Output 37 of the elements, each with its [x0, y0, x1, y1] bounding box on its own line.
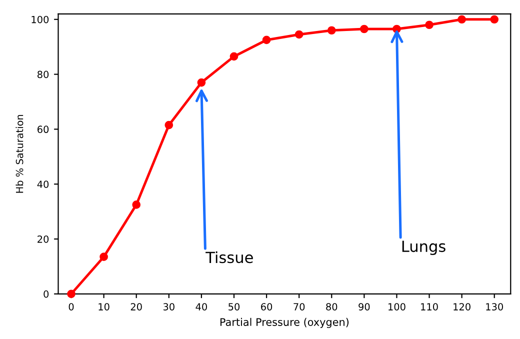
- x-tick-label: 50: [228, 303, 240, 310]
- y-axis-title: Hb % Saturation: [16, 114, 24, 193]
- annotation: Tissue: [206, 251, 253, 264]
- x-tick-label: 80: [326, 303, 338, 310]
- point: [100, 252, 108, 262]
- point: [458, 15, 466, 24]
- point: [360, 24, 368, 34]
- point: [67, 290, 76, 298]
- x-tick-label: 100: [388, 303, 406, 310]
- x-tick-label: 110: [421, 303, 438, 310]
- point: [262, 36, 271, 44]
- x-tick-label: 10: [98, 303, 110, 310]
- x-tick-label: 130: [486, 303, 503, 310]
- point: [425, 20, 434, 30]
- point: [490, 15, 499, 24]
- point: [164, 120, 174, 130]
- point: [230, 52, 238, 61]
- y-tick-label: 20: [38, 235, 49, 243]
- annotation: Lungs: [402, 240, 446, 256]
- y-tick-label: 0: [44, 290, 49, 298]
- y-tick-label: 80: [38, 70, 49, 78]
- point: [132, 200, 141, 209]
- x-axis-title: Partial Pressure (oxygen): [220, 318, 349, 328]
- y-tick-label: 40: [37, 180, 49, 188]
- x-tick-label: 90: [358, 303, 370, 310]
- x-tick-label: 20: [130, 303, 142, 310]
- x-tick-label: 120: [454, 303, 470, 310]
- x-tick-label: 60: [261, 303, 272, 310]
- y-tick-label: 100: [32, 16, 49, 24]
- point: [197, 78, 206, 87]
- x-tick-label: 40: [196, 303, 207, 310]
- point: [327, 26, 336, 35]
- x-tick-label: 30: [163, 303, 174, 310]
- x-tick-label: 0: [68, 303, 74, 310]
- x-tick-label: 70: [294, 303, 305, 310]
- point: [294, 30, 304, 39]
- y-tick-label: 60: [38, 126, 49, 134]
